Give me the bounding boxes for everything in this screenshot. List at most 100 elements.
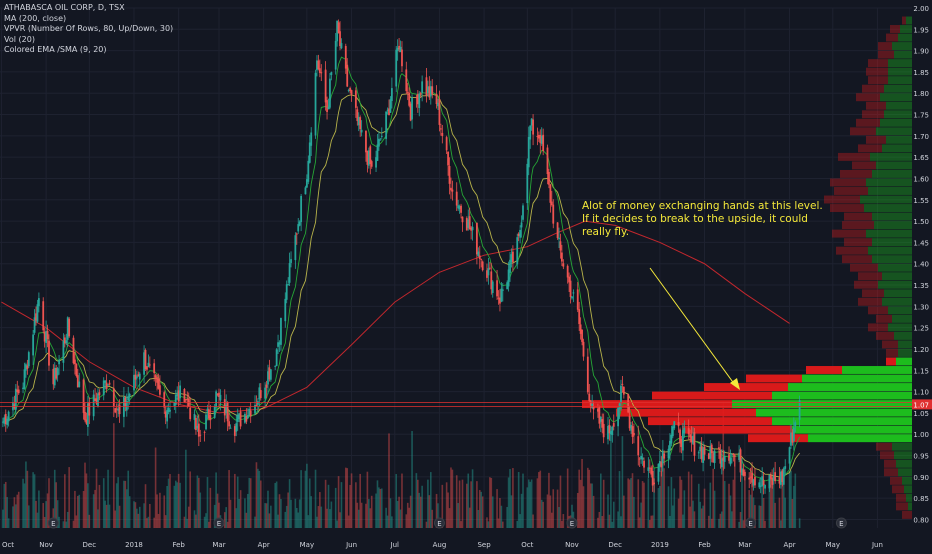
vpvr-up-row [860, 195, 912, 204]
volume-bar [589, 483, 592, 528]
volume-bar [487, 521, 490, 528]
ma200-line [1, 220, 790, 414]
volume-bar [208, 521, 210, 528]
candle-body [137, 374, 140, 377]
legend-ma[interactable]: MA (200, close) [4, 13, 67, 23]
volume-bar [774, 502, 776, 528]
vpvr-down-row [682, 425, 792, 434]
legend-vpvr[interactable]: VPVR (Number Of Rows, 80, Up/Down, 30) [4, 24, 174, 33]
candle-body [680, 439, 683, 447]
volume-bar [782, 477, 785, 528]
volume-bar [530, 479, 533, 528]
volume-bar [641, 481, 644, 528]
vpvr-up-row [868, 246, 912, 255]
volume-bar [85, 473, 88, 528]
candle-body [677, 422, 680, 427]
candle-body [159, 385, 161, 395]
volume-bar [790, 470, 792, 528]
earnings-marker-label: E [570, 520, 574, 528]
candle-body [419, 93, 422, 95]
legend-volume[interactable]: Vol (20) [4, 34, 35, 44]
volume-bar [643, 482, 645, 528]
volume-bar [45, 501, 47, 528]
candle-body [612, 423, 615, 427]
time-tick-label: Nov [565, 541, 579, 549]
volume-bar [538, 472, 540, 528]
volume-bar [721, 511, 723, 528]
candle-body [186, 399, 189, 401]
candle-body [327, 106, 330, 110]
volume-bar [196, 475, 199, 528]
candle-body [620, 385, 622, 404]
price-tick-label: 1.55 [913, 197, 929, 205]
candle-body [254, 404, 256, 414]
volume-bar [780, 520, 782, 528]
candle-body [385, 111, 388, 139]
price-tick-label: 0.90 [913, 474, 929, 482]
vpvr-up-row [888, 323, 912, 332]
candle-body [710, 444, 713, 454]
candle-body [499, 297, 501, 304]
candle-body [179, 385, 181, 399]
vpvr-up-row [872, 212, 912, 221]
candle-body [751, 472, 753, 483]
volume-bar [209, 487, 212, 528]
vpvr-down-row [830, 204, 864, 212]
vpvr-down-row [850, 263, 878, 272]
candle-body [314, 72, 317, 136]
vpvr-up-row [898, 468, 912, 477]
candle-body [488, 267, 491, 269]
candle-body [779, 471, 782, 485]
volume-bar [287, 492, 289, 528]
vpvr-down-row [862, 110, 884, 119]
legend-ema[interactable]: Colored EMA /SMA (9, 20) [4, 45, 107, 54]
candle-body [667, 448, 670, 459]
volume-bar [659, 486, 661, 528]
volume-bar [295, 508, 298, 528]
price-axis[interactable]: 2.00 1.95 1.90 1.85 1.80 1.75 1.70 1.65 1.60 1.55… [912, 5, 932, 524]
vpvr-up-row [896, 459, 912, 468]
vpvr-down-row [876, 331, 894, 340]
candle-body [134, 374, 137, 380]
volume-bar [123, 480, 125, 528]
candle-body [569, 280, 572, 298]
volume-bar [578, 469, 580, 528]
candle-body [450, 187, 452, 191]
candle-body [643, 460, 645, 468]
candle-body [166, 409, 169, 422]
candle-body [529, 125, 532, 140]
time-tick-label: Feb [172, 541, 185, 549]
arrow-head [730, 378, 740, 390]
volume-bar [566, 468, 569, 528]
candle-body [657, 463, 660, 482]
candle-body [754, 476, 756, 486]
candle-body [481, 261, 484, 271]
candle-body [320, 72, 323, 74]
vpvr-up-row [876, 161, 912, 170]
volume-bar [417, 479, 419, 528]
price-tick-label: 1.75 [913, 112, 929, 120]
arrow-shaft [649, 267, 736, 386]
annotation-text[interactable]: Alot of money exchanging hands at this l… [582, 200, 823, 238]
candle-body [370, 161, 373, 167]
candle-body [552, 204, 555, 224]
legend-symbol[interactable]: ATHABASCA OIL CORP, D, TSX [4, 3, 125, 12]
volume-bar [628, 479, 631, 528]
candle-body [300, 195, 303, 222]
vpvr-down-row [890, 25, 900, 33]
volume-bar [448, 508, 451, 528]
vpvr-down-row [832, 229, 866, 238]
volume-bar [275, 481, 278, 528]
candle-body [183, 388, 186, 403]
time-axis[interactable]: Oct Nov Dec 2018 Feb Mar Apr May Jun Jul Aug Sep Oct… [0, 537, 932, 550]
vpvr-down-row [652, 391, 772, 400]
volume-bar [591, 483, 593, 528]
volume-bar [451, 469, 454, 528]
candle-body [98, 392, 101, 396]
volume-bar [133, 501, 135, 528]
annotation-arrow[interactable] [649, 267, 740, 390]
volume-bar [461, 479, 464, 528]
